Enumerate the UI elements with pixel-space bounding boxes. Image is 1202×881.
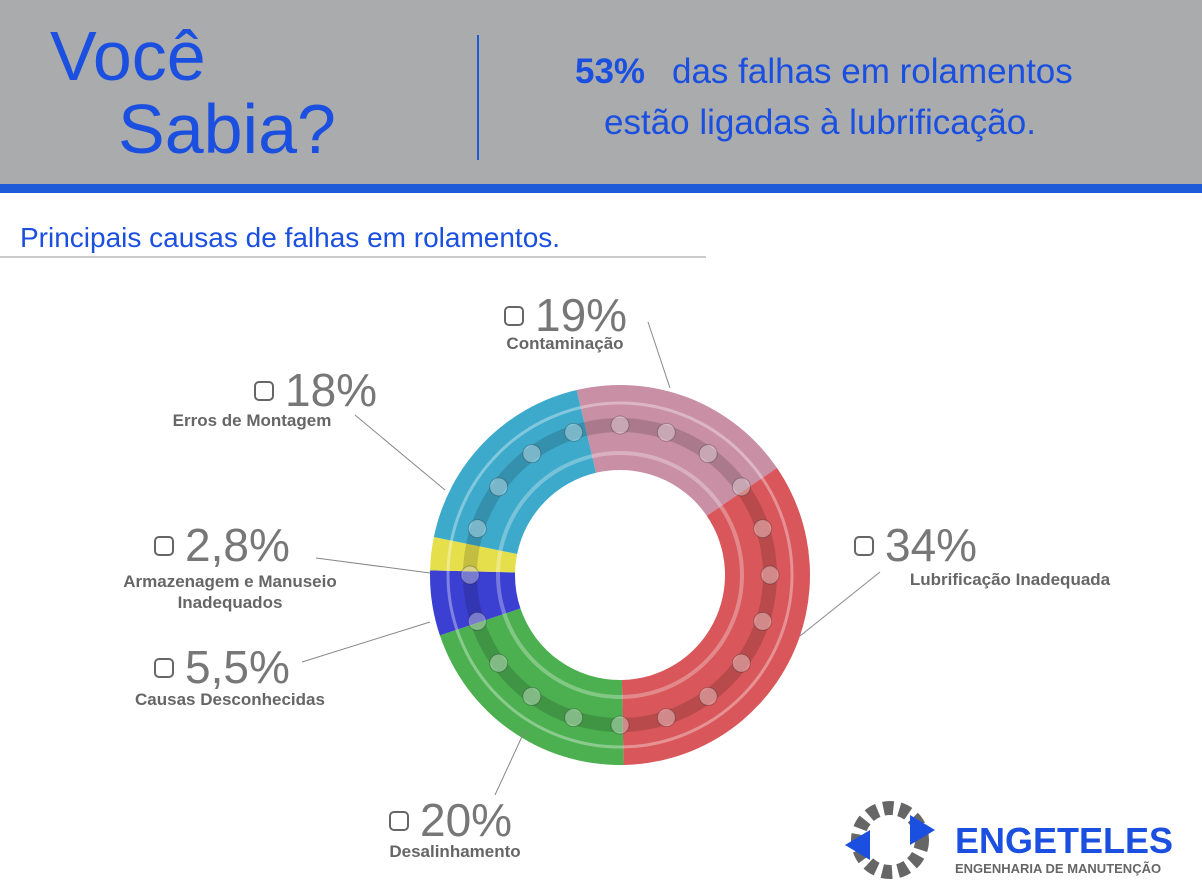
logo: ENGETELES ENGENHARIA DE MANUTENÇÃO — [845, 801, 1173, 879]
ball — [656, 708, 676, 728]
ring-detail — [446, 401, 794, 749]
category-label: Causas Desconhecidas — [135, 690, 325, 709]
category-label: Armazenagem e Manuseio Inadequados — [123, 572, 337, 612]
icon — [254, 381, 274, 401]
icon — [504, 306, 524, 326]
ball — [564, 422, 584, 442]
ball — [489, 477, 509, 497]
leader-line — [301, 621, 431, 663]
ball — [656, 422, 676, 442]
value-label: 20% — [420, 794, 512, 846]
icon — [389, 811, 409, 831]
statement: das falhas em rolamentos — [672, 52, 1073, 91]
donut-segment — [439, 608, 624, 765]
icon — [154, 658, 174, 678]
donut-segment — [430, 570, 521, 636]
ring-detail — [463, 418, 777, 732]
category-label: Contaminação — [506, 334, 624, 353]
ball — [460, 565, 480, 585]
value-label: 19% — [535, 289, 627, 341]
ball — [467, 519, 487, 539]
leader-line — [494, 729, 526, 796]
value-label: 2,8% — [185, 519, 290, 571]
ball — [698, 444, 718, 464]
logo-name: ENGETELES — [955, 820, 1173, 861]
leader-line — [799, 571, 881, 637]
ball — [522, 444, 542, 464]
ball — [760, 565, 780, 585]
leader-line — [315, 557, 431, 574]
leader-line — [354, 414, 446, 491]
ball — [489, 653, 509, 673]
value-label: 34% — [885, 519, 977, 571]
donut-segment — [621, 467, 811, 765]
header-bar — [0, 184, 1202, 193]
category-label: Lubrificação Inadequada — [909, 570, 1111, 589]
ball — [564, 708, 584, 728]
ball — [753, 611, 773, 631]
statement: estão ligadas à lubrificação. — [604, 103, 1036, 142]
ring-detail — [496, 451, 744, 699]
ball — [610, 715, 630, 735]
value-label: 5,5% — [185, 641, 290, 693]
donut-segment — [433, 390, 597, 554]
ball — [698, 686, 718, 706]
ball — [467, 611, 487, 631]
donut-segment — [430, 536, 518, 573]
ball — [522, 686, 542, 706]
ball — [731, 653, 751, 673]
donut-segment — [576, 385, 777, 516]
icon — [854, 536, 874, 556]
category-label: Desalinhamento — [389, 842, 521, 861]
ball — [731, 477, 751, 497]
chart-title: Principais causas de falhas em rolamento… — [20, 222, 560, 253]
value-label: 18% — [285, 364, 377, 416]
leader-line — [647, 321, 671, 389]
icon — [154, 536, 174, 556]
logo-tagline: ENGENHARIA DE MANUTENÇÃO — [955, 861, 1161, 876]
header-background — [0, 0, 1202, 184]
highlight: 53% — [575, 52, 645, 91]
header-title: Você — [50, 17, 206, 95]
ball — [610, 415, 630, 435]
category-label: Erros de Montagem — [172, 411, 332, 430]
header-title: Sabia? — [118, 90, 336, 168]
ball — [753, 519, 773, 539]
